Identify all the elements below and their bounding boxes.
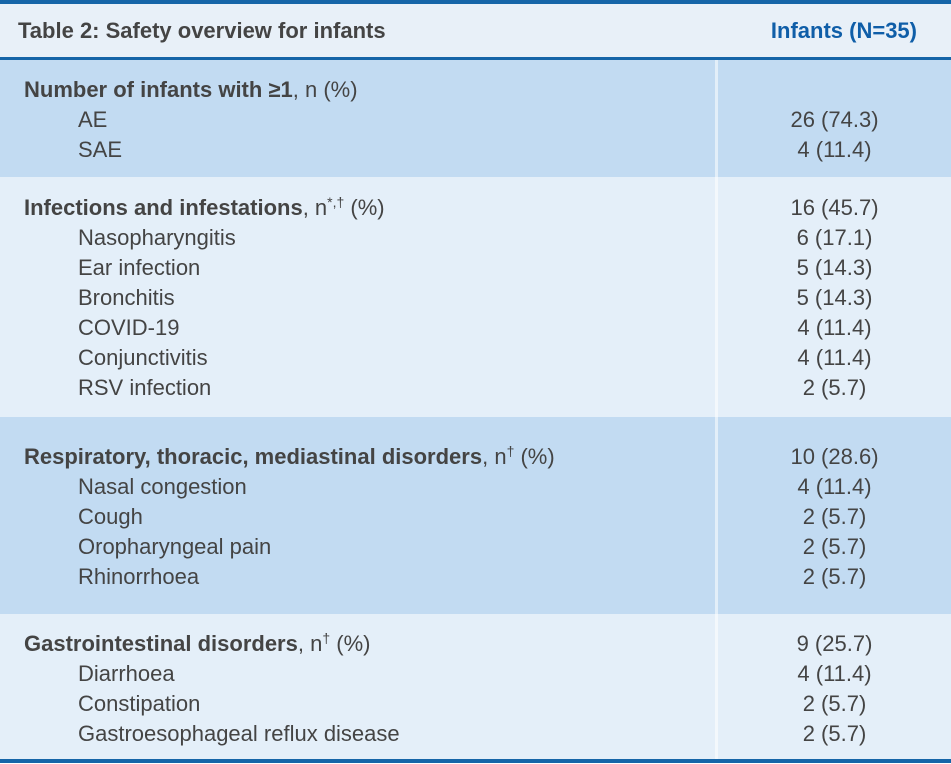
header-rule (0, 57, 951, 60)
column-header-infants: Infants (N=35) (770, 18, 917, 43)
row-value: 4 (11.4) (797, 315, 872, 340)
row-value: 4 (11.4) (797, 137, 872, 162)
row-label: Nasal congestion (78, 474, 247, 499)
row-label: AE (78, 107, 108, 132)
row-value: 2 (5.7) (802, 504, 867, 529)
table-header-row: Table 2: Safety overview for infants Inf… (0, 4, 951, 57)
row-value: 4 (11.4) (797, 345, 872, 370)
section-number-of-infants: Number of infants with ≥1, n (%) AE 26 (… (0, 60, 951, 177)
section-gastrointestinal: Gastrointestinal disorders, n† (%) 9 (25… (0, 614, 951, 759)
row-label: Cough (78, 504, 143, 529)
row-label: SAE (78, 137, 123, 162)
row-value: 2 (5.7) (802, 564, 867, 589)
row-value: 5 (14.3) (796, 255, 873, 280)
row-value: 2 (5.7) (802, 375, 867, 400)
row-value: 2 (5.7) (802, 721, 867, 746)
row-value: 4 (11.4) (797, 661, 872, 686)
section-heading: Gastrointestinal disorders, n† (%) (24, 630, 371, 656)
table-title: Table 2: Safety overview for infants (18, 18, 386, 43)
section-heading: Infections and infestations, n*,† (%) (24, 194, 385, 220)
column-divider (715, 417, 718, 614)
column-divider (715, 177, 718, 417)
row-label: Ear infection (78, 255, 201, 280)
row-value: 26 (74.3) (790, 107, 879, 132)
row-label: Oropharyngeal pain (78, 534, 272, 559)
row-label: Conjunctivitis (78, 345, 208, 370)
row-label: Rhinorrhoea (78, 564, 200, 589)
section-total-value: 16 (45.7) (790, 195, 879, 220)
column-divider (715, 614, 718, 759)
row-value: 2 (5.7) (802, 534, 867, 559)
row-label: Constipation (78, 691, 201, 716)
row-label: Bronchitis (78, 285, 175, 310)
row-value: 2 (5.7) (802, 691, 867, 716)
column-divider (715, 60, 718, 177)
row-label: RSV infection (78, 375, 212, 400)
row-label: COVID-19 (78, 315, 180, 340)
row-value: 6 (17.1) (796, 225, 873, 250)
row-label: Gastroesophageal reflux disease (78, 721, 400, 746)
table-top-rule (0, 0, 951, 4)
section-heading: Respiratory, thoracic, mediastinal disor… (24, 443, 555, 469)
row-value: 4 (11.4) (797, 474, 872, 499)
row-label: Diarrhoea (78, 661, 175, 686)
row-label: Nasopharyngitis (78, 225, 236, 250)
table-bottom-rule (0, 759, 951, 763)
section-total-value: 10 (28.6) (790, 444, 879, 469)
section-respiratory: Respiratory, thoracic, mediastinal disor… (0, 417, 951, 614)
section-total-value: 9 (25.7) (796, 631, 873, 656)
section-heading: Number of infants with ≥1, n (%) (24, 77, 358, 102)
section-infections: Infections and infestations, n*,† (%) 16… (0, 177, 951, 417)
row-value: 5 (14.3) (796, 285, 873, 310)
